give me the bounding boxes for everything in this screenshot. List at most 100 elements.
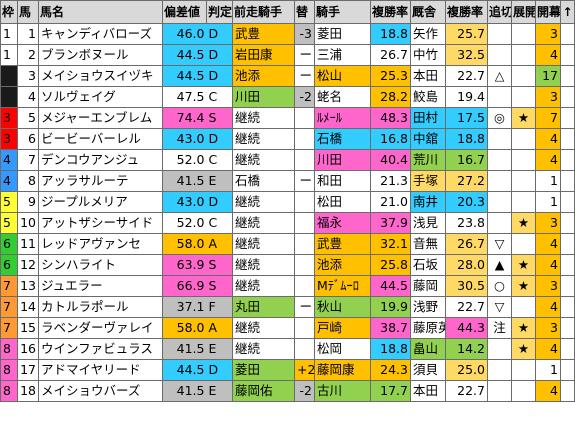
- header-row: 枠 馬 馬名 偏差値 判定 前走騎手 替 騎手 複勝率 厩舎 複勝率 追切 展開…: [0, 0, 575, 24]
- stable-rate-cell: 25.0: [445, 359, 488, 381]
- horse-number-cell: 10: [17, 212, 39, 234]
- header-horse-name[interactable]: 馬名: [38, 0, 163, 24]
- sort-arrow-icon[interactable]: ↑: [560, 0, 575, 24]
- header-jockey-place-rate[interactable]: 複勝率: [370, 0, 411, 24]
- jockey-cell: 菱田: [314, 23, 371, 45]
- horse-number-cell: 14: [17, 296, 39, 318]
- row-filler-cell: [560, 380, 575, 402]
- previous-jockey-cell: 菱田: [232, 359, 295, 381]
- hensachi-cell: 43.0: [162, 128, 207, 150]
- jockey-cell: 川田: [314, 149, 371, 171]
- hensachi-cell: 44.5: [162, 65, 207, 87]
- table-row[interactable]: 7 13 ジュエラー 66.9 S 継続 Mﾃﾞﾑｰﾛ 44.5 藤岡 30.5 ○ ★ 3: [0, 275, 575, 297]
- table-row[interactable]: 8 17 アドマイヤリード 44.5 D 菱田 +2 藤岡康 24.3 須貝 25.0 1: [0, 359, 575, 381]
- opening-count-cell: 1: [535, 359, 561, 381]
- jockey-rate-cell: 32.1: [370, 233, 411, 255]
- header-previous-jockey[interactable]: 前走騎手: [232, 0, 295, 24]
- horse-number-cell: 15: [17, 317, 39, 339]
- stable-cell: 田村: [410, 107, 446, 129]
- workout-mark-cell: [487, 212, 512, 234]
- workout-mark-cell: 注: [487, 317, 512, 339]
- hantei-cell: D: [206, 44, 233, 66]
- header-waku[interactable]: 枠: [0, 0, 18, 24]
- jockey-cell: 古川: [314, 380, 371, 402]
- table-row[interactable]: 4 7 デンコウアンジュ 52.0 C 継続 川田 40.4 荒川 16.7 4: [0, 149, 575, 171]
- jockey-cell: 蛯名: [314, 86, 371, 108]
- row-filler-cell: [560, 296, 575, 318]
- table-row[interactable]: 7 14 カトルラポール 37.1 F 丸田ー秋山 19.9 浅野 22.7 ▽ 4: [0, 296, 575, 318]
- stable-cell: 中舘: [410, 128, 446, 150]
- previous-jockey-cell: 藤岡佑: [232, 380, 295, 402]
- opening-count-cell: 3: [535, 86, 561, 108]
- table-row[interactable]: 1 2 ブランボヌール 44.5 D 岩田康ー三浦 26.7 中竹 32.5 4: [0, 44, 575, 66]
- table-row[interactable]: 3 6 ビービーバーレル 43.0 D 継続 石橋 16.8 中舘 18.8 4: [0, 128, 575, 150]
- stable-rate-cell: 26.7: [445, 233, 488, 255]
- pace-mark-cell: ★: [511, 212, 536, 234]
- stable-cell: 矢作: [410, 23, 446, 45]
- header-hantei[interactable]: 判定: [206, 0, 233, 24]
- stable-rate-cell: 23.8: [445, 212, 488, 234]
- row-filler-cell: [560, 233, 575, 255]
- pace-mark-cell: ★: [511, 317, 536, 339]
- opening-count-cell: 4: [535, 254, 561, 276]
- table-row[interactable]: 8 18 メイショウバーズ 41.5 E 藤岡佑 -2 古川 17.7 本田 22.7 4: [0, 380, 575, 402]
- jockey-change-cell: [294, 275, 315, 297]
- header-jockey[interactable]: 騎手: [314, 0, 371, 24]
- header-umaban[interactable]: 馬: [17, 0, 39, 24]
- gate-cell: 6: [0, 233, 18, 255]
- hensachi-cell: 44.5: [162, 44, 207, 66]
- row-filler-cell: [560, 275, 575, 297]
- stable-rate-cell: 17.5: [445, 107, 488, 129]
- stable-rate-cell: 22.7: [445, 65, 488, 87]
- pace-mark-cell: [511, 86, 536, 108]
- horse-name-cell: ジープルメリア: [38, 191, 163, 213]
- header-change[interactable]: 替: [294, 0, 315, 24]
- horse-name-cell: シンハライト: [38, 254, 163, 276]
- jockey-cell: 松岡: [314, 338, 371, 360]
- table-row[interactable]: 5 9 ジープルメリア 43.0 D 継続 松田 21.0 南井 20.3 1: [0, 191, 575, 213]
- gate-cell: 4: [0, 170, 18, 192]
- header-workout[interactable]: 追切: [487, 0, 512, 24]
- jockey-rate-cell: 38.7: [370, 317, 411, 339]
- table-row[interactable]: 2 3 メイショウスイヅキ 44.5 D 池添ー松山 25.3 本田 22.7 △ 17: [0, 65, 575, 87]
- table-row[interactable]: 4 8 アッラサルーテ 41.5 E 石橋ー和田 21.3 手塚 27.2 1: [0, 170, 575, 192]
- table-row[interactable]: 6 11 レッドアヴァンセ 58.0 A 継続 武豊 32.1 音無 26.7 ▽ 4: [0, 233, 575, 255]
- horse-name-cell: ウインファビュラス: [38, 338, 163, 360]
- workout-mark-cell: [487, 191, 512, 213]
- header-hensachi[interactable]: 偏差値: [162, 0, 207, 24]
- header-stable[interactable]: 厩舎: [410, 0, 446, 24]
- pace-mark-cell: [511, 170, 536, 192]
- previous-jockey-cell: 継続: [232, 233, 295, 255]
- row-filler-cell: [560, 128, 575, 150]
- horse-name-cell: ジュエラー: [38, 275, 163, 297]
- header-opening[interactable]: 開幕: [535, 0, 561, 24]
- gate-cell: 3: [0, 128, 18, 150]
- hantei-cell: D: [206, 23, 233, 45]
- jockey-cell: 藤岡康: [314, 359, 371, 381]
- horse-name-cell: ビービーバーレル: [38, 128, 163, 150]
- horse-name-cell: アッラサルーテ: [38, 170, 163, 192]
- row-filler-cell: [560, 170, 575, 192]
- hensachi-cell: 37.1: [162, 296, 207, 318]
- stable-cell: 浅見: [410, 212, 446, 234]
- header-pace[interactable]: 展開: [511, 0, 536, 24]
- jockey-cell: 三浦: [314, 44, 371, 66]
- opening-count-cell: 4: [535, 44, 561, 66]
- jockey-change-cell: [294, 107, 315, 129]
- horse-number-cell: 4: [17, 86, 39, 108]
- jockey-rate-cell: 25.8: [370, 254, 411, 276]
- jockey-change-cell: ー: [294, 65, 315, 87]
- table-row[interactable]: 3 5 メジャーエンブレム 74.4 S 継続 ﾙﾒｰﾙ 48.3 田村 17.5 ◎ ★ 7: [0, 107, 575, 129]
- table-row[interactable]: 8 16 ウインファビュラス 41.5 E 継続 松岡 18.8 畠山 14.2 ★ 4: [0, 338, 575, 360]
- pace-mark-cell: ★: [511, 275, 536, 297]
- table-row[interactable]: 5 10 アットザシーサイド 52.0 C 継続 福永 37.9 浅見 23.8 ★ 3: [0, 212, 575, 234]
- hensachi-cell: 58.0: [162, 233, 207, 255]
- header-stable-place-rate[interactable]: 複勝率: [445, 0, 488, 24]
- table-row[interactable]: 1 1 キャンディバローズ 46.0 D 武豊 -3 菱田 18.8 矢作 25.7 3: [0, 23, 575, 45]
- table-row[interactable]: 6 12 シンハライト 63.9 S 継続 池添 25.8 石坂 28.0 ▲ ★ 4: [0, 254, 575, 276]
- hensachi-cell: 43.0: [162, 191, 207, 213]
- pace-mark-cell: ★: [511, 107, 536, 129]
- table-row[interactable]: 2 4 ソルヴェイグ 47.5 C 川田 -2 蛯名 28.2 鮫島 19.4 3: [0, 86, 575, 108]
- stable-cell: 中竹: [410, 44, 446, 66]
